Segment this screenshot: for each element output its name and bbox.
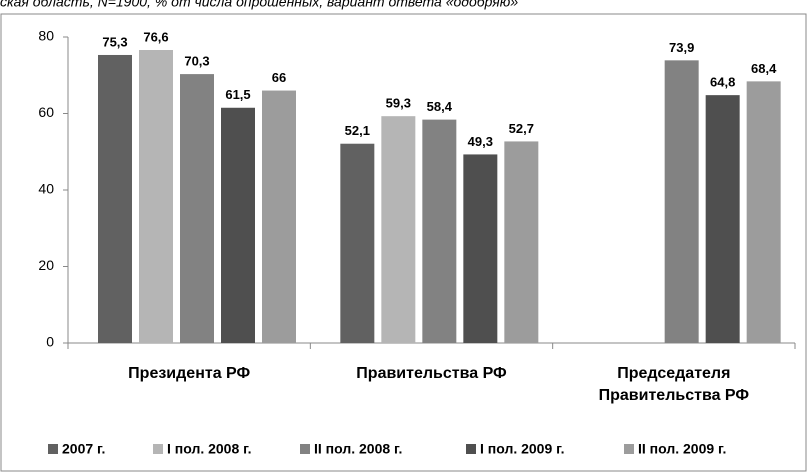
value-label: 52,7 xyxy=(509,121,534,136)
x-tick-label: Президента РФ xyxy=(128,365,250,382)
value-label: 76,6 xyxy=(143,29,168,44)
legend-label: II пол. 2009 г. xyxy=(638,441,726,457)
bar xyxy=(504,141,539,343)
bar xyxy=(139,50,173,343)
y-tick-label: 20 xyxy=(38,257,54,273)
bar xyxy=(746,81,781,344)
legend-swatch xyxy=(466,444,476,454)
bar xyxy=(463,154,498,343)
bar xyxy=(381,116,416,344)
y-tick-label: 40 xyxy=(38,181,54,197)
y-tick-label: 60 xyxy=(38,104,54,120)
legend-swatch xyxy=(624,444,634,454)
bar xyxy=(664,60,699,344)
bar xyxy=(180,74,214,343)
bar xyxy=(98,54,132,343)
value-label: 59,3 xyxy=(386,96,411,111)
y-tick-label: 0 xyxy=(46,334,54,350)
value-label: 49,3 xyxy=(468,134,493,149)
x-tick-label: Правительства РФ xyxy=(356,365,507,382)
legend-swatch xyxy=(300,444,310,454)
legend-label: 2007 г. xyxy=(62,441,105,457)
value-label: 68,4 xyxy=(751,61,777,76)
value-label: 70,3 xyxy=(184,54,209,69)
legend-swatch xyxy=(153,444,163,454)
legend-label: I пол. 2009 г. xyxy=(480,441,564,457)
legend-swatch xyxy=(48,444,58,454)
value-label: 66 xyxy=(272,70,286,85)
value-label: 52,1 xyxy=(345,123,370,138)
value-label: 61,5 xyxy=(225,87,250,102)
y-tick-label: 80 xyxy=(38,28,54,44)
bar xyxy=(705,95,740,343)
x-tick-label: Председателя Правительства РФ xyxy=(599,365,750,404)
bar xyxy=(262,90,296,343)
legend-label: I пол. 2008 г. xyxy=(167,441,251,457)
value-label: 75,3 xyxy=(102,34,127,49)
x-tick-label-line: Председателя xyxy=(617,365,730,382)
chart-frame xyxy=(0,13,807,472)
value-label: 58,4 xyxy=(427,99,453,114)
x-tick-label-line: Правительства РФ xyxy=(599,387,750,404)
bar xyxy=(422,119,457,344)
value-label: 73,9 xyxy=(669,40,694,55)
value-label: 64,8 xyxy=(710,75,735,90)
chart-subtitle: ская область, N=1900, % от числа опрошен… xyxy=(0,0,518,10)
bar xyxy=(340,143,375,343)
bar xyxy=(221,107,255,343)
legend-label: II пол. 2008 г. xyxy=(314,441,402,457)
